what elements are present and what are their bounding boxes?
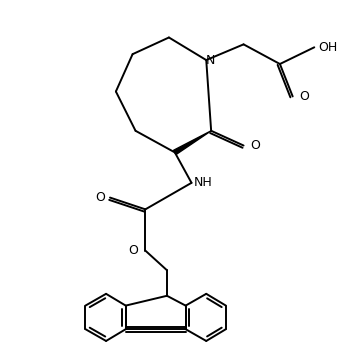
Text: OH: OH xyxy=(318,41,338,54)
Text: O: O xyxy=(300,90,309,103)
Text: O: O xyxy=(129,244,138,257)
Text: N: N xyxy=(205,54,215,66)
Text: NH: NH xyxy=(193,176,212,189)
Text: O: O xyxy=(95,191,105,204)
Polygon shape xyxy=(173,131,211,155)
Text: O: O xyxy=(251,139,260,152)
